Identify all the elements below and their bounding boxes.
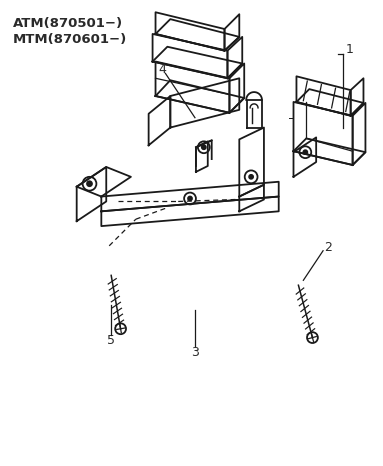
Circle shape [249, 175, 253, 179]
Polygon shape [351, 78, 363, 116]
Polygon shape [224, 14, 239, 51]
Circle shape [87, 181, 92, 186]
Polygon shape [239, 128, 264, 197]
Polygon shape [155, 12, 224, 51]
Polygon shape [293, 102, 353, 165]
Polygon shape [196, 141, 208, 172]
Text: 4: 4 [159, 63, 166, 76]
Polygon shape [296, 89, 363, 116]
Polygon shape [228, 37, 242, 78]
Polygon shape [152, 47, 242, 78]
Text: 1: 1 [346, 43, 354, 56]
Text: 3: 3 [191, 346, 199, 359]
Polygon shape [101, 182, 279, 211]
Polygon shape [296, 76, 351, 116]
Polygon shape [239, 185, 264, 211]
Circle shape [188, 197, 192, 200]
Polygon shape [170, 78, 239, 128]
Polygon shape [77, 167, 131, 197]
Polygon shape [229, 63, 244, 113]
Polygon shape [293, 137, 316, 177]
Polygon shape [293, 138, 365, 165]
Polygon shape [353, 103, 365, 165]
Circle shape [202, 145, 206, 149]
Polygon shape [155, 62, 229, 113]
Text: MTM(870601−): MTM(870601−) [13, 33, 127, 46]
Text: 2: 2 [324, 241, 332, 254]
Polygon shape [155, 19, 239, 51]
Polygon shape [101, 197, 279, 226]
Polygon shape [149, 96, 170, 145]
Polygon shape [77, 167, 106, 221]
Text: ATM(870501−): ATM(870501−) [13, 17, 123, 30]
Polygon shape [152, 34, 228, 78]
Circle shape [303, 150, 307, 154]
Polygon shape [247, 100, 262, 128]
Text: 5: 5 [107, 334, 115, 347]
Polygon shape [155, 80, 244, 113]
